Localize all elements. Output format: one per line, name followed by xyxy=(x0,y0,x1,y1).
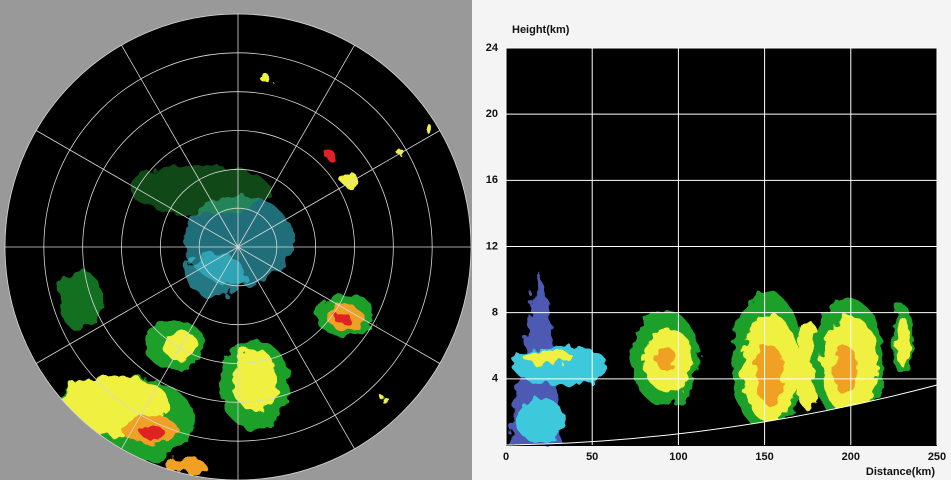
ppi-echo-blob xyxy=(185,253,245,297)
x-tick-label: 250 xyxy=(928,451,946,463)
y-tick-label: 12 xyxy=(486,240,498,252)
ppi-echo-blob xyxy=(396,149,404,155)
rhi-echo-blob xyxy=(655,346,675,370)
ppi-echo-blob xyxy=(334,312,350,324)
rhi-echo-blob xyxy=(756,345,784,405)
azimuth-spoke xyxy=(121,45,239,248)
y-axis-label: Height(km) xyxy=(512,24,570,36)
ppi-echo-blob xyxy=(233,348,277,412)
y-tick-label: 4 xyxy=(492,373,499,385)
rhi-echo-blob xyxy=(515,398,565,442)
ppi-echo-blob xyxy=(130,165,270,215)
ppi-echo-blob xyxy=(165,457,205,473)
x-tick-label: 100 xyxy=(669,451,687,463)
x-axis-label: Distance(km) xyxy=(866,466,935,478)
x-tick-label: 200 xyxy=(842,451,860,463)
azimuth-spoke xyxy=(237,45,355,248)
below-horizon xyxy=(506,385,937,446)
x-tick-label: 150 xyxy=(755,451,773,463)
ppi-echo xyxy=(45,74,432,473)
ppi-echo-blob xyxy=(381,397,389,403)
ppi-echo-blob xyxy=(424,124,432,132)
ppi-echo-blob xyxy=(140,425,164,439)
rhi-echo-blob xyxy=(523,349,573,365)
azimuth-spoke xyxy=(237,130,440,248)
rhi-echo xyxy=(508,270,914,445)
earth-curve xyxy=(505,384,938,446)
rhi-echo-blob xyxy=(833,345,857,395)
azimuth-spoke xyxy=(36,130,239,248)
azimuth-spoke xyxy=(121,246,239,449)
y-tick-label: 16 xyxy=(486,174,498,186)
ppi-echo-blob xyxy=(325,150,335,160)
ppi-echo-blob xyxy=(162,331,198,359)
x-tick-label: 0 xyxy=(503,451,509,463)
ppi-echo-blob xyxy=(342,172,358,188)
x-tick-label: 50 xyxy=(586,451,598,463)
rhi-axes: 4 8 12 16 20 24 0 50 100 150 200 250 xyxy=(486,42,946,463)
ppi-grid xyxy=(4,13,472,480)
ppi-echo-blob xyxy=(260,74,270,82)
ppi-echo-blob xyxy=(58,270,102,330)
azimuth-spoke xyxy=(237,246,355,449)
rhi-echo-blob xyxy=(896,317,910,367)
y-tick-label: 8 xyxy=(492,307,498,319)
y-tick-label: 20 xyxy=(486,108,498,120)
azimuth-spoke xyxy=(36,246,239,364)
y-tick-label: 24 xyxy=(486,42,499,54)
azimuth-spoke xyxy=(237,246,440,364)
